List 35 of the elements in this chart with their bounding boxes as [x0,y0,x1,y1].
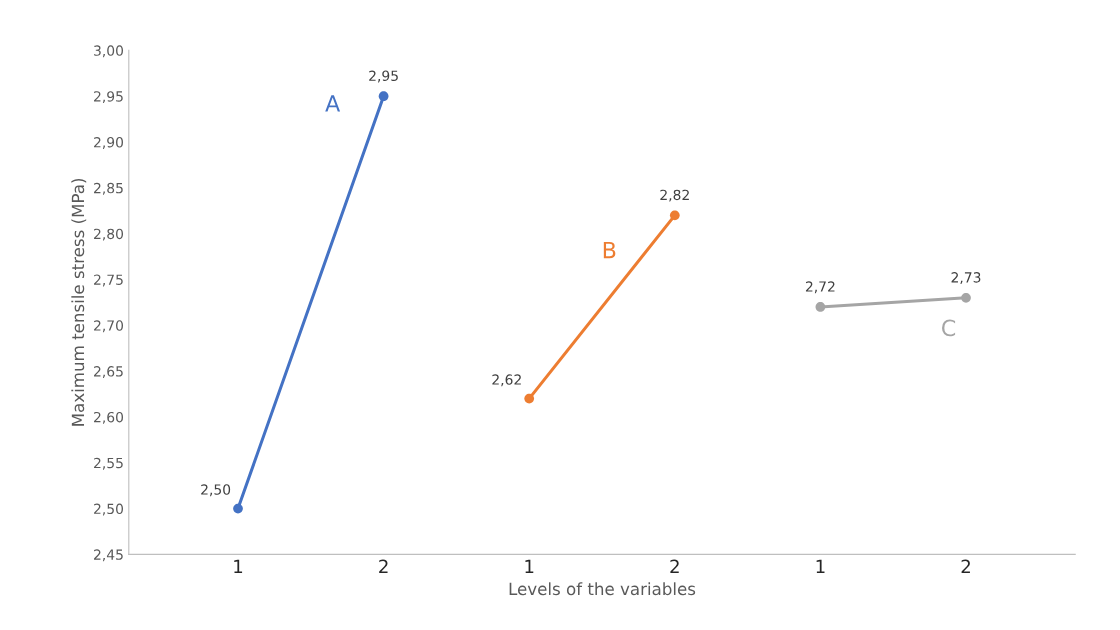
y-tick-label: 2,50 [94,503,124,516]
point [669,210,680,221]
y-tick-label: 2,70 [94,320,124,333]
data-label: 2,62 [492,374,521,387]
data-label: 2,72 [805,281,835,294]
x-tick-label: 2 [379,559,388,573]
x-tick-label: 1 [525,559,534,573]
point [524,393,535,404]
data-label: 2,95 [369,70,398,83]
y-axis-title: Maximum tensile stress (MPa) [71,178,87,426]
y-tick-label: 2,75 [94,274,123,287]
x-tick-label: 2 [670,559,679,573]
y-tick-label: 2,55 [94,457,123,470]
y-tick-label: 2,60 [94,411,124,424]
data-label: 2,73 [951,272,981,285]
series-label: A [325,95,341,112]
y-tick-label: 2,80 [94,228,124,241]
y-tick-label: 2,65 [94,366,123,379]
series-label: B [603,241,616,259]
x-tick-label: 1 [234,559,243,573]
series-label: C [942,319,956,337]
y-tick-label: 2,45 [94,549,123,562]
point [961,292,971,303]
y-tick-label: 2,95 [94,91,123,104]
y-tick-label: 2,85 [94,182,123,195]
data-label: 2,50 [201,484,231,497]
x-axis-title: Levels of the variables [509,582,696,596]
point [233,503,243,514]
point [815,302,826,312]
data-label: 2,82 [660,189,689,202]
x-tick-label: 1 [816,559,825,573]
x-tick-label: 2 [961,559,970,573]
y-tick-label: 3,00 [94,45,124,58]
point [378,91,389,102]
y-tick-label: 2,90 [94,137,124,149]
